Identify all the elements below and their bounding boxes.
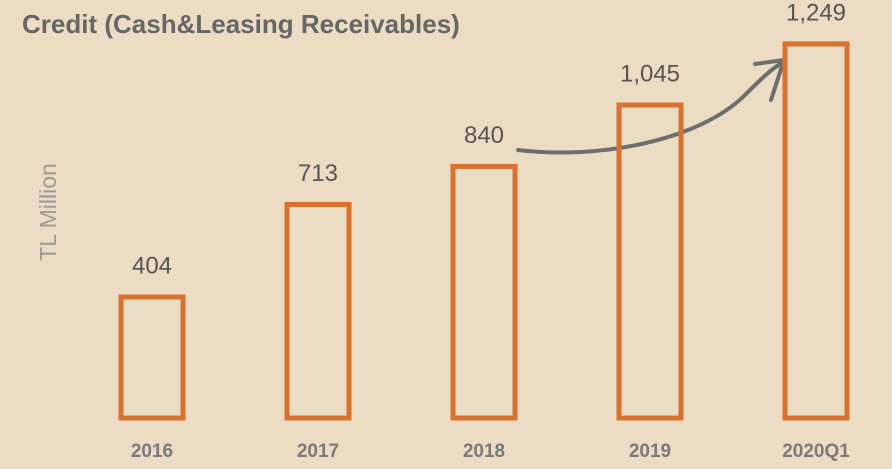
x-tick-label: 2019 [629, 441, 671, 462]
bar [616, 102, 684, 421]
value-label: 404 [132, 252, 172, 279]
x-tick-label: 2016 [131, 441, 173, 462]
bar [782, 41, 850, 421]
value-label: 840 [464, 122, 504, 149]
value-label: 1,249 [786, 0, 846, 26]
x-tick-label: 2017 [297, 441, 339, 462]
bar [450, 163, 518, 421]
growth-arrow [516, 60, 785, 155]
x-tick-label: 2018 [463, 441, 505, 462]
value-label: 713 [298, 160, 338, 187]
y-axis-label: TL Million [35, 163, 61, 261]
value-label: 1,045 [620, 60, 680, 87]
chart-title: Credit (Cash&Leasing Receivables) [22, 9, 460, 39]
x-tick-label: 2020Q1 [782, 441, 850, 462]
bar [118, 294, 186, 421]
bar [284, 201, 352, 421]
